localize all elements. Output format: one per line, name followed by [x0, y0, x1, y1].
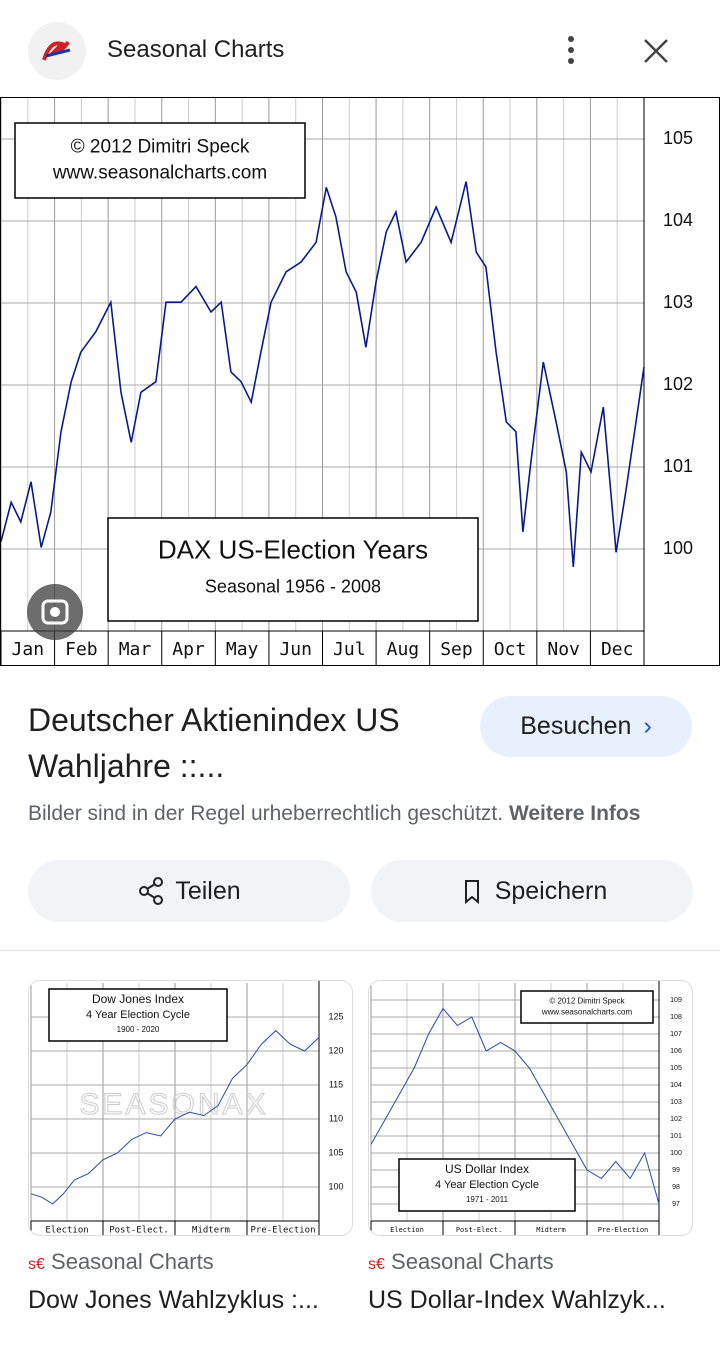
annotation-text: Seasonal 1956 - 2008 — [205, 576, 381, 596]
y-tick-label: 104 — [670, 1082, 682, 1089]
copyright-notice: Bilder sind in der Regel urheberrechtlic… — [28, 802, 640, 826]
y-tick-label: 97 — [672, 1201, 680, 1208]
x-tick-label: Mar — [119, 639, 152, 660]
more-info-link[interactable]: Weitere Infos — [508, 802, 641, 825]
annotation-box — [14, 122, 306, 199]
y-tick-label: 105 — [663, 128, 693, 148]
y-tick-label: 101 — [663, 456, 693, 476]
x-tick-label: Election — [45, 1226, 88, 1236]
annotation-text: © 2012 Dimitri Speck — [71, 137, 250, 158]
x-tick-label: Post-Elect. — [109, 1226, 169, 1236]
y-tick-label: 107 — [670, 1031, 682, 1038]
main-image[interactable]: 100 101 102 103 104 105 Jan Feb Mar Apr May Jun Jul A… — [0, 97, 720, 666]
annotation-text: 1971 - 2011 — [466, 1195, 509, 1204]
source-name: Seasonal Charts — [51, 1249, 214, 1274]
y-tick-label: 98 — [672, 1184, 680, 1191]
annotation-text: US Dollar Index — [445, 1162, 529, 1176]
y-tick-label: 100 — [670, 1150, 682, 1157]
notice-text: Bilder sind in der Regel urheberrechtlic… — [28, 802, 504, 825]
related-source: s€ Seasonal Charts — [28, 1249, 214, 1274]
x-tick-label: Jan — [12, 639, 45, 660]
x-tick-label: Jul — [333, 639, 366, 660]
y-tick-label: 101 — [670, 1133, 682, 1140]
x-tick-label: Midterm — [192, 1226, 230, 1236]
y-tick-label: 103 — [670, 1099, 682, 1106]
x-tick-label: Jun — [279, 639, 312, 660]
x-tick-label: Oct — [494, 639, 527, 660]
x-tick-label: Midterm — [536, 1226, 566, 1234]
annotation-text: www.seasonalcharts.com — [52, 163, 267, 184]
x-tick-label: Pre-Election — [598, 1226, 649, 1234]
y-tick-label: 108 — [670, 1014, 682, 1021]
y-tick-label: 125 — [328, 1011, 343, 1021]
save-button[interactable]: Speichern — [371, 860, 693, 922]
y-tick-label: 109 — [670, 997, 682, 1004]
related-image[interactable]: 97 98 99 100 101 102 103 104 105 106 107 108 109 Elec… — [368, 980, 693, 1236]
annotation-text: © 2012 Dimitri Speck — [549, 997, 625, 1006]
x-tick-label: Election — [390, 1226, 424, 1234]
y-tick-label: 99 — [672, 1167, 680, 1174]
y-tick-label: 110 — [329, 1113, 343, 1123]
divider — [0, 950, 720, 951]
annotation-box — [520, 990, 654, 1024]
share-button[interactable]: Teilen — [28, 860, 350, 922]
annotation-text: Dow Jones Index — [92, 992, 184, 1006]
y-tick-label: 102 — [663, 374, 693, 394]
x-tick-label: Apr — [172, 639, 205, 660]
x-tick-label: Aug — [387, 639, 420, 660]
data-line — [30, 1029, 320, 1205]
watermark: SEASONAX — [79, 1088, 268, 1121]
y-tick-label: 100 — [328, 1181, 343, 1191]
related-title[interactable]: Dow Jones Wahlzyklus :... — [28, 1286, 319, 1314]
menu-button[interactable] — [556, 34, 586, 68]
annotation-box — [107, 517, 479, 622]
site-logo — [28, 22, 86, 80]
x-tick-label: May — [226, 639, 259, 660]
share-label: Teilen — [175, 876, 241, 905]
x-tick-label: Feb — [65, 639, 98, 660]
y-tick-label: 103 — [663, 292, 693, 312]
x-tick-label: Pre-Election — [250, 1226, 315, 1236]
annotation-text: 4 Year Election Cycle — [86, 1009, 190, 1021]
x-tick-label: Nov — [547, 639, 580, 660]
y-tick-label: 115 — [329, 1079, 343, 1089]
related-source: s€ Seasonal Charts — [368, 1249, 554, 1274]
annotation-text: 1900 - 2020 — [117, 1025, 160, 1034]
visit-button[interactable]: Besuchen › — [480, 696, 692, 757]
header-title: Seasonal Charts — [107, 36, 285, 63]
data-line — [370, 1007, 660, 1205]
y-tick-label: 104 — [663, 210, 693, 230]
y-tick-label: 100 — [663, 538, 693, 558]
source-name: Seasonal Charts — [391, 1249, 554, 1274]
close-button[interactable] — [642, 37, 670, 65]
y-tick-label: 105 — [670, 1065, 682, 1072]
annotation-text: DAX US-Election Years — [158, 534, 428, 564]
y-tick-label: 105 — [328, 1147, 343, 1157]
annotation-box — [398, 1158, 576, 1212]
x-tick-label: Post-Elect. — [456, 1226, 502, 1234]
save-label: Speichern — [494, 876, 608, 905]
lens-button[interactable] — [27, 584, 83, 640]
y-tick-label: 120 — [328, 1045, 343, 1055]
annotation-text: 4 Year Election Cycle — [435, 1179, 539, 1191]
related-image[interactable]: 100 105 110 115 120 125 Election Post-Elect. Mid… — [28, 980, 353, 1236]
related-title[interactable]: US Dollar-Index Wahlzyk... — [368, 1286, 666, 1314]
annotation-box — [48, 988, 228, 1042]
data-line — [1, 181, 645, 568]
x-tick-label: Sep — [440, 639, 473, 660]
y-tick-label: 102 — [670, 1116, 682, 1123]
y-tick-label: 106 — [670, 1048, 682, 1055]
x-tick-label: Dec — [601, 639, 634, 660]
visit-label: Besuchen — [520, 712, 632, 740]
annotation-text: www.seasonalcharts.com — [541, 1008, 633, 1017]
result-title[interactable]: Deutscher Aktienindex US Wahljahre ::... — [28, 702, 400, 784]
